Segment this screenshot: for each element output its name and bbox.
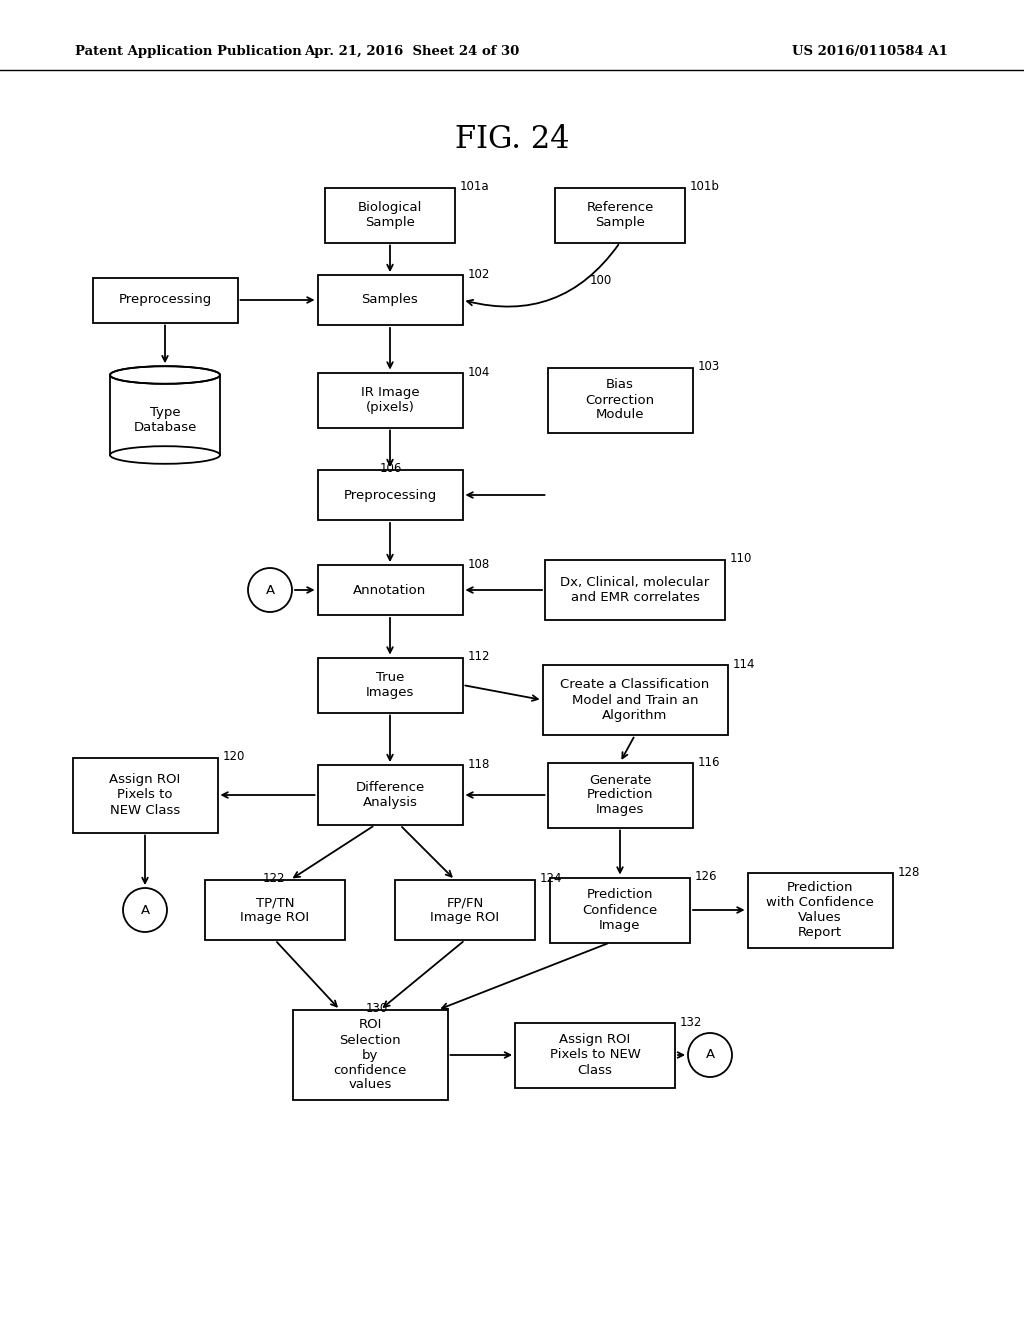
Ellipse shape <box>110 366 220 384</box>
Text: Generate
Prediction
Images: Generate Prediction Images <box>587 774 653 817</box>
Text: 106: 106 <box>380 462 402 475</box>
Text: 132: 132 <box>680 1015 702 1028</box>
FancyBboxPatch shape <box>543 665 727 735</box>
Text: 120: 120 <box>222 751 245 763</box>
FancyBboxPatch shape <box>545 560 725 620</box>
FancyBboxPatch shape <box>73 758 217 833</box>
Text: 100: 100 <box>590 273 612 286</box>
FancyBboxPatch shape <box>515 1023 675 1088</box>
FancyBboxPatch shape <box>205 880 345 940</box>
Text: 128: 128 <box>897 866 920 879</box>
FancyBboxPatch shape <box>325 187 455 243</box>
Text: Samples: Samples <box>361 293 419 306</box>
Text: 102: 102 <box>468 268 489 281</box>
FancyBboxPatch shape <box>317 766 463 825</box>
Text: 116: 116 <box>697 755 720 768</box>
Text: True
Images: True Images <box>366 671 414 700</box>
Text: Patent Application Publication: Patent Application Publication <box>75 45 302 58</box>
Text: 101a: 101a <box>460 181 489 194</box>
Circle shape <box>688 1034 732 1077</box>
Text: 104: 104 <box>468 366 489 379</box>
FancyBboxPatch shape <box>548 367 692 433</box>
FancyBboxPatch shape <box>293 1010 447 1100</box>
Text: Type
Database: Type Database <box>133 407 197 434</box>
Text: US 2016/0110584 A1: US 2016/0110584 A1 <box>792 45 948 58</box>
Text: Assign ROI
Pixels to
NEW Class: Assign ROI Pixels to NEW Class <box>110 774 180 817</box>
FancyBboxPatch shape <box>395 880 535 940</box>
Text: Annotation: Annotation <box>353 583 427 597</box>
Text: Assign ROI
Pixels to NEW
Class: Assign ROI Pixels to NEW Class <box>550 1034 640 1077</box>
FancyBboxPatch shape <box>548 763 692 828</box>
Text: Dx, Clinical, molecular
and EMR correlates: Dx, Clinical, molecular and EMR correlat… <box>560 576 710 605</box>
Text: ROI
Selection
by
confidence
values: ROI Selection by confidence values <box>334 1019 407 1092</box>
FancyBboxPatch shape <box>317 275 463 325</box>
Ellipse shape <box>110 366 220 384</box>
Text: Prediction
Confidence
Image: Prediction Confidence Image <box>583 888 657 932</box>
Text: Difference
Analysis: Difference Analysis <box>355 781 425 809</box>
FancyBboxPatch shape <box>555 187 685 243</box>
Text: TP/TN
Image ROI: TP/TN Image ROI <box>241 896 309 924</box>
Text: A: A <box>140 903 150 916</box>
Text: 114: 114 <box>732 657 755 671</box>
FancyBboxPatch shape <box>317 470 463 520</box>
FancyBboxPatch shape <box>550 878 690 942</box>
Text: FP/FN
Image ROI: FP/FN Image ROI <box>430 896 500 924</box>
Text: Preprocessing: Preprocessing <box>343 488 436 502</box>
Circle shape <box>123 888 167 932</box>
Text: FIG. 24: FIG. 24 <box>455 124 569 156</box>
Ellipse shape <box>110 446 220 463</box>
Text: 103: 103 <box>697 360 720 374</box>
Text: Bias
Correction
Module: Bias Correction Module <box>586 379 654 421</box>
Text: 126: 126 <box>695 870 718 883</box>
Text: 118: 118 <box>468 758 489 771</box>
Text: 108: 108 <box>468 557 489 570</box>
Text: Reference
Sample: Reference Sample <box>587 201 653 228</box>
Text: IR Image
(pixels): IR Image (pixels) <box>360 385 419 414</box>
Text: Create a Classification
Model and Train an
Algorithm: Create a Classification Model and Train … <box>560 678 710 722</box>
Bar <box>110 375 220 455</box>
Text: 122: 122 <box>262 873 285 886</box>
Text: 112: 112 <box>468 651 490 664</box>
FancyBboxPatch shape <box>317 657 463 713</box>
Text: 124: 124 <box>540 873 562 886</box>
Text: Biological
Sample: Biological Sample <box>357 201 422 228</box>
Text: A: A <box>706 1048 715 1061</box>
FancyBboxPatch shape <box>92 277 238 322</box>
FancyBboxPatch shape <box>317 565 463 615</box>
Circle shape <box>248 568 292 612</box>
Text: Apr. 21, 2016  Sheet 24 of 30: Apr. 21, 2016 Sheet 24 of 30 <box>304 45 519 58</box>
Text: Preprocessing: Preprocessing <box>119 293 212 306</box>
Text: 130: 130 <box>366 1002 387 1015</box>
Text: Prediction
with Confidence
Values
Report: Prediction with Confidence Values Report <box>766 880 873 939</box>
Text: 101b: 101b <box>690 181 720 194</box>
Text: A: A <box>265 583 274 597</box>
Text: 110: 110 <box>730 553 753 565</box>
FancyBboxPatch shape <box>748 873 893 948</box>
FancyBboxPatch shape <box>317 372 463 428</box>
